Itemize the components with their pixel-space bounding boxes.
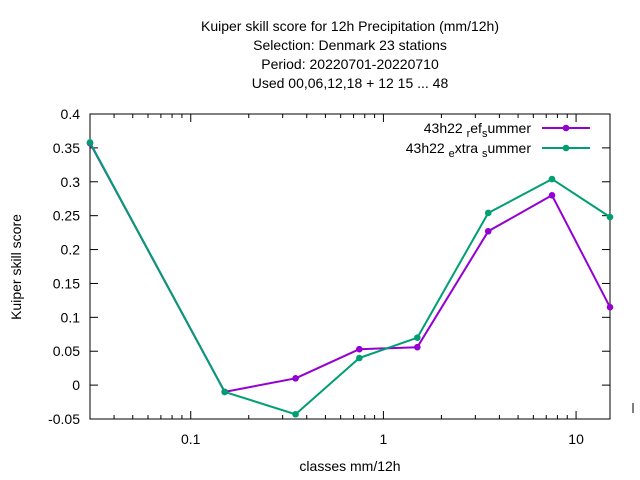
chart-title: Kuiper skill score for 12h Precipitation… — [201, 18, 499, 91]
legend-marker — [562, 124, 570, 132]
data-point — [86, 139, 94, 146]
data-point — [606, 303, 614, 311]
legend-label: 43h22 refsummer — [424, 120, 532, 140]
data-point — [548, 175, 556, 183]
y-tick-label: 0.1 — [61, 309, 81, 325]
data-point — [606, 213, 614, 221]
data-point — [484, 209, 492, 217]
title-line: Period: 20220701-20220710 — [261, 56, 439, 72]
data-point — [548, 192, 556, 199]
series-line — [89, 142, 611, 393]
plot-frame — [89, 113, 611, 420]
x-axis-label: classes mm/12h — [299, 458, 400, 474]
y-tick-label: 0 — [72, 377, 80, 393]
y-tick-label: 0.25 — [53, 208, 80, 224]
title-line: Selection: Denmark 23 stations — [253, 37, 447, 53]
y-tick-label: 0.05 — [53, 343, 80, 359]
legend-marker — [562, 144, 570, 152]
y-axis: -0.05 0 0.05 0.1 0.15 0.2 0.25 0.3 0.35 0.4 — [48, 106, 610, 427]
y-tick-label: -0.05 — [48, 411, 80, 427]
data-point — [484, 227, 492, 235]
series-line — [89, 142, 611, 416]
data-point — [356, 354, 363, 362]
y-tick-label: 0.35 — [53, 140, 80, 156]
data-point — [292, 375, 299, 382]
y-tick-label: 0.15 — [53, 275, 80, 291]
x-axis: 0.1 1 10 — [89, 114, 634, 447]
series-1 — [86, 139, 614, 418]
x-tick-label: 0.1 — [181, 431, 201, 447]
data-point — [414, 334, 421, 341]
legend-label: 43h22 extra summer — [406, 140, 532, 160]
y-axis-label: Kuiper skill score — [8, 214, 24, 320]
plot-area — [89, 113, 611, 420]
series-0 — [86, 139, 614, 396]
series-group — [86, 139, 614, 418]
x-tick-label: 1 — [380, 431, 388, 447]
title-line: Kuiper skill score for 12h Precipitation… — [201, 18, 499, 34]
title-line: Used 00,06,12,18 + 12 15 ... 48 — [252, 75, 449, 91]
y-tick-label: 0.4 — [61, 106, 81, 122]
data-point — [356, 345, 363, 353]
data-point — [414, 343, 421, 351]
y-tick-label: 0.3 — [61, 174, 81, 190]
x-tick-label: 10 — [568, 431, 584, 447]
data-point — [292, 410, 299, 418]
y-tick-label: 0.2 — [61, 242, 81, 258]
data-point — [221, 388, 228, 396]
